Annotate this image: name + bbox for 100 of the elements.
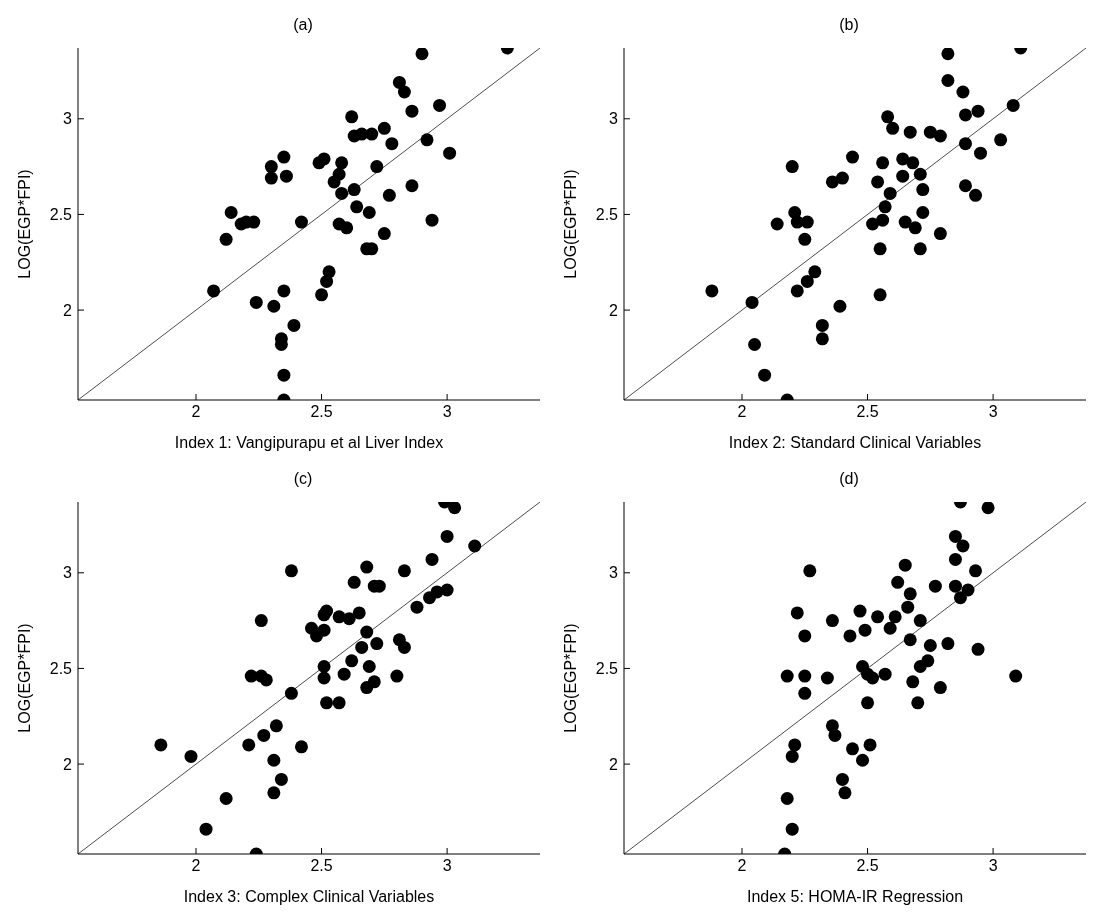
y-tick-label: 2 (63, 301, 73, 319)
y-tick-label: 2.5 (595, 660, 619, 678)
point (903, 125, 917, 139)
point (906, 675, 920, 689)
point (845, 742, 859, 756)
point (933, 227, 947, 241)
point (923, 638, 937, 652)
point (370, 160, 384, 174)
y-axis-title: LOG(EGP*FPI) (561, 623, 579, 733)
point (866, 671, 880, 685)
point (828, 728, 842, 742)
point (958, 108, 972, 122)
y-tick-label: 3 (63, 564, 73, 582)
point (320, 274, 334, 288)
y-axis-title: LOG(EGP*FPI) (561, 169, 579, 279)
point (360, 560, 374, 574)
point (267, 299, 281, 313)
point (425, 552, 439, 566)
point (923, 125, 937, 139)
point (259, 673, 273, 687)
y-tick-label: 2 (63, 755, 73, 773)
x-tick-label: 2.5 (310, 857, 333, 875)
point (1009, 669, 1023, 683)
point (871, 610, 885, 624)
point (294, 740, 308, 754)
point (790, 284, 804, 298)
point (941, 74, 955, 88)
point (405, 104, 419, 118)
chart-title: (c) (292, 470, 314, 488)
point (345, 110, 359, 124)
point (798, 669, 812, 683)
point (921, 654, 935, 668)
y-tick-label: 2 (609, 301, 619, 319)
point (284, 564, 298, 578)
point (367, 675, 381, 689)
y-axis-title: LOG(EGP*FPI) (15, 623, 33, 733)
point (835, 171, 849, 185)
point (928, 579, 942, 593)
chart-title: (b) (838, 16, 860, 34)
point (274, 772, 288, 786)
point (340, 221, 354, 235)
point (861, 696, 875, 710)
point (315, 288, 329, 302)
point (277, 284, 291, 298)
point (971, 104, 985, 118)
point (705, 284, 719, 298)
point (154, 738, 168, 752)
point (242, 738, 256, 752)
x-tick-label: 2 (191, 857, 201, 875)
chart-title: (a) (292, 16, 314, 34)
point (320, 696, 334, 710)
point (858, 623, 872, 637)
point (958, 179, 972, 193)
point (800, 274, 814, 288)
point (277, 150, 291, 164)
point (803, 564, 817, 578)
point (415, 48, 429, 61)
point (267, 753, 281, 767)
point (948, 552, 962, 566)
x-tick-label: 2.5 (856, 857, 879, 875)
point (342, 612, 356, 626)
point (347, 575, 361, 589)
point (397, 564, 411, 578)
x-tick-label: 3 (442, 857, 452, 875)
point (264, 171, 278, 185)
point (443, 146, 457, 160)
point (219, 232, 233, 246)
x-axis-title: Index 2: Standard Clinical Variables (728, 434, 982, 451)
point (916, 183, 930, 197)
point (392, 75, 406, 89)
point (898, 558, 912, 572)
point (448, 502, 462, 515)
y-tick-label: 3 (609, 110, 619, 128)
point (377, 227, 391, 241)
chart-title: (d) (838, 470, 860, 488)
point (254, 614, 268, 628)
point (317, 671, 331, 685)
point (838, 786, 852, 800)
point (971, 642, 985, 656)
point (785, 160, 799, 174)
point (911, 696, 925, 710)
point (881, 110, 895, 124)
point (891, 575, 905, 589)
point (808, 265, 822, 279)
point (335, 186, 349, 200)
point (287, 318, 301, 332)
point (835, 772, 849, 786)
point (956, 85, 970, 99)
point (780, 669, 794, 683)
point (335, 156, 349, 170)
point (785, 822, 799, 836)
point (941, 48, 955, 61)
point (863, 738, 877, 752)
point (815, 318, 829, 332)
y-tick-label: 2.5 (595, 206, 619, 224)
point (320, 604, 334, 618)
point (941, 637, 955, 651)
x-axis-title: Index 1: Vangipurapu et al Liver Index (174, 434, 444, 451)
point (916, 206, 930, 220)
point (433, 98, 447, 112)
